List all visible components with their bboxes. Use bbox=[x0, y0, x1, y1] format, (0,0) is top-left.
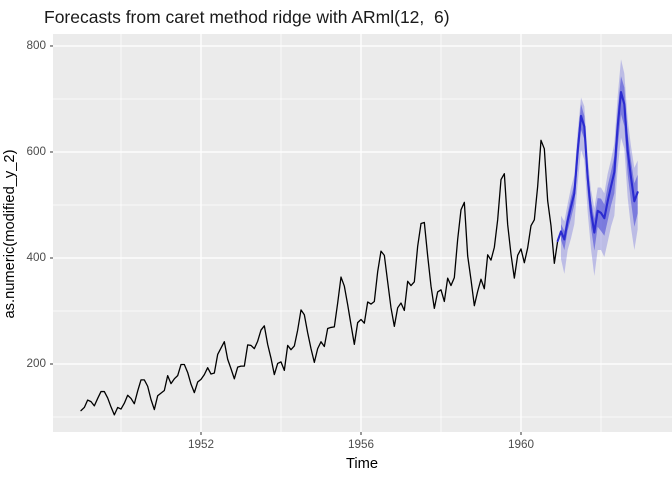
x-tick-label-1960: 1960 bbox=[507, 438, 534, 451]
panel-background bbox=[53, 34, 672, 432]
y-tick-label-800: 800 bbox=[26, 39, 46, 52]
series-line-forecast-mean bbox=[556, 91, 639, 243]
y-tick-label-400: 400 bbox=[26, 251, 46, 264]
x-tick-label-1952: 1952 bbox=[187, 438, 214, 451]
plot-title: Forecasts from caret method ridge with A… bbox=[44, 7, 450, 27]
x-axis-title: Time bbox=[345, 456, 379, 472]
y-tick-label-200: 200 bbox=[26, 357, 46, 370]
x-tick-label-1956: 1956 bbox=[347, 438, 374, 451]
y-tick-label-600: 600 bbox=[26, 145, 46, 158]
series-line-observed bbox=[80, 139, 559, 416]
y-axis-title: as.numeric(modified_y_2) bbox=[2, 149, 18, 319]
